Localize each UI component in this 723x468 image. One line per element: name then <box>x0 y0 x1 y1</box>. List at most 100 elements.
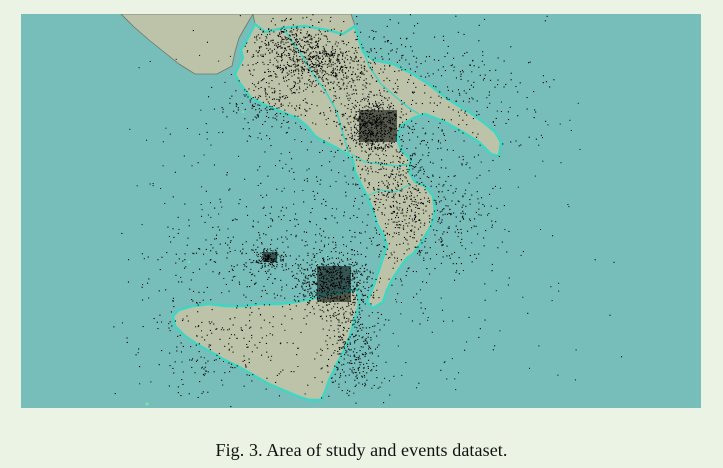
event-point <box>426 252 428 254</box>
event-point <box>205 239 207 241</box>
event-point <box>444 56 446 58</box>
event-point <box>274 90 276 92</box>
event-point <box>461 69 463 71</box>
event-point <box>409 155 411 157</box>
event-point <box>252 374 254 376</box>
event-point <box>351 279 353 281</box>
event-point <box>358 79 360 81</box>
event-point <box>425 210 427 212</box>
event-point <box>471 97 473 99</box>
event-point <box>370 370 372 372</box>
event-point <box>312 51 314 53</box>
event-point <box>358 117 360 119</box>
event-point <box>337 353 339 355</box>
event-point <box>199 133 201 135</box>
event-point <box>266 377 268 379</box>
event-point <box>450 185 452 187</box>
event-point <box>228 290 230 292</box>
event-point <box>242 243 244 245</box>
event-point <box>273 92 275 94</box>
event-point <box>293 49 295 51</box>
event-point <box>278 83 280 85</box>
event-point <box>242 128 244 130</box>
event-point <box>252 226 254 228</box>
event-point <box>468 101 470 103</box>
event-point <box>329 59 331 61</box>
event-point <box>365 105 367 107</box>
event-point <box>287 46 289 48</box>
event-point <box>268 276 270 278</box>
event-point <box>253 84 255 86</box>
event-point <box>276 254 278 256</box>
event-point <box>545 120 547 122</box>
event-point <box>231 268 233 270</box>
event-point <box>282 70 284 72</box>
event-point <box>357 281 359 283</box>
event-point <box>323 54 325 56</box>
event-point <box>333 120 335 122</box>
event-point <box>250 300 252 302</box>
event-point <box>393 375 395 377</box>
event-point <box>378 169 380 171</box>
event-point <box>348 94 350 96</box>
event-point <box>440 147 442 149</box>
event-point <box>398 171 400 173</box>
event-point <box>303 282 305 284</box>
event-point <box>399 165 401 167</box>
event-point <box>410 195 412 197</box>
event-point <box>260 296 262 298</box>
event-point <box>387 223 389 225</box>
event-point <box>409 162 411 164</box>
event-point <box>342 342 344 344</box>
event-point <box>419 254 421 256</box>
event-point <box>405 238 407 240</box>
event-point <box>363 294 365 296</box>
event-point <box>408 267 410 269</box>
event-point <box>291 275 293 277</box>
event-point <box>244 359 246 361</box>
event-point <box>362 371 364 373</box>
event-point <box>295 48 297 50</box>
event-point <box>370 285 372 287</box>
event-point <box>298 86 300 88</box>
event-point <box>245 366 247 368</box>
event-point <box>358 281 360 283</box>
event-point <box>442 185 444 187</box>
event-point <box>298 107 300 109</box>
event-point <box>327 309 329 311</box>
event-point <box>312 66 314 68</box>
event-point <box>489 193 491 195</box>
event-point <box>301 286 303 288</box>
event-point <box>142 284 144 286</box>
event-point <box>293 47 295 49</box>
event-point <box>329 315 331 317</box>
event-point <box>359 271 361 273</box>
event-point <box>267 265 269 267</box>
event-point <box>243 263 245 265</box>
event-point <box>273 71 275 73</box>
event-point <box>383 402 385 404</box>
event-point <box>258 308 260 310</box>
event-point <box>352 275 354 277</box>
event-point <box>277 61 279 63</box>
event-point <box>294 39 296 41</box>
event-point <box>380 250 382 252</box>
event-point <box>465 189 467 191</box>
event-point <box>301 66 303 68</box>
event-point <box>317 41 319 43</box>
event-point <box>156 321 158 323</box>
event-point <box>444 139 446 141</box>
event-point <box>419 219 421 221</box>
event-point <box>261 242 263 244</box>
event-point <box>350 138 352 140</box>
event-point <box>402 208 404 210</box>
event-point <box>319 31 321 33</box>
event-point <box>369 352 371 354</box>
event-point <box>455 389 457 391</box>
event-point <box>302 47 304 49</box>
event-point <box>284 36 286 38</box>
event-point <box>374 63 376 65</box>
event-point <box>420 159 422 161</box>
event-point <box>403 124 405 126</box>
event-point <box>283 119 285 121</box>
